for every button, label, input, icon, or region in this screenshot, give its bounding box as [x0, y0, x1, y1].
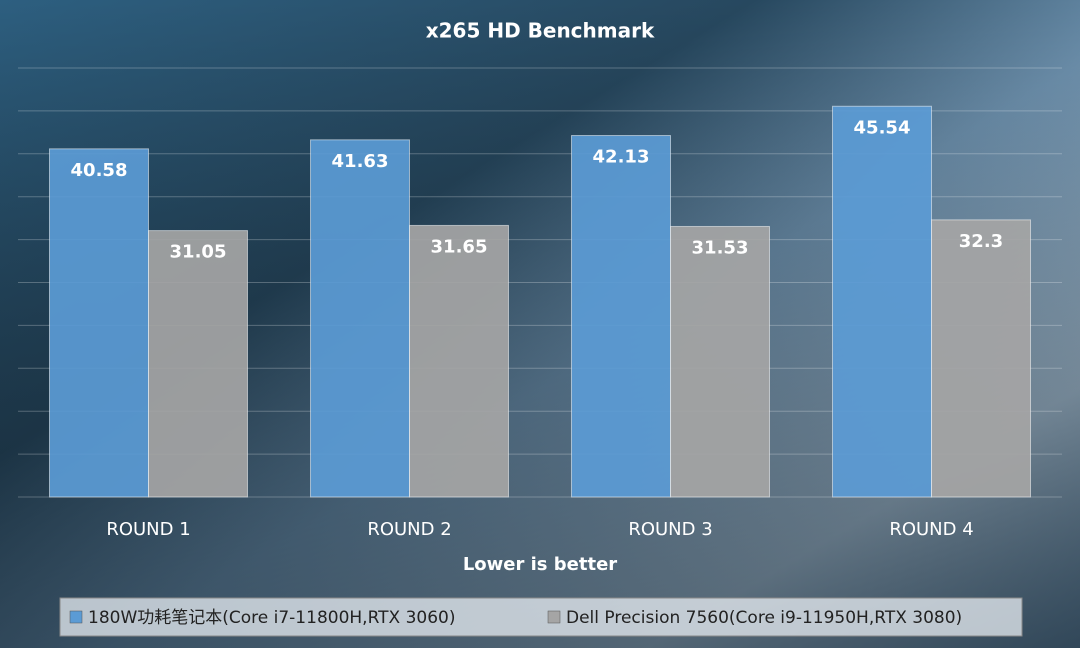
legend-swatch: [69, 610, 83, 624]
legend-swatch: [547, 610, 561, 624]
chart-title: x265 HD Benchmark: [426, 19, 655, 43]
legend: [59, 597, 1023, 637]
x-tick-label: ROUND 2: [367, 519, 451, 540]
legend-label: Dell Precision 7560(Core i9-11950H,RTX 3…: [566, 608, 962, 628]
legend-label: 180W功耗笔记本(Core i7-11800H,RTX 3060): [88, 608, 455, 628]
value-label: 41.63: [332, 151, 389, 172]
bar: [571, 135, 671, 498]
value-label: 42.13: [593, 147, 650, 168]
x-tick-label: ROUND 1: [106, 519, 190, 540]
value-label: 32.3: [959, 231, 1003, 252]
value-label: 31.53: [692, 237, 749, 258]
x-axis-label: Lower is better: [463, 554, 617, 575]
value-label: 45.54: [854, 117, 911, 138]
value-label: 31.65: [431, 236, 488, 257]
bar: [409, 224, 509, 498]
bar: [670, 225, 770, 498]
bar: [931, 219, 1031, 498]
x-tick-label: ROUND 4: [889, 519, 973, 540]
value-label: 40.58: [71, 160, 128, 181]
bar: [832, 105, 932, 498]
value-label: 31.05: [170, 242, 227, 263]
x-tick-label: ROUND 3: [628, 519, 712, 540]
bar: [310, 139, 410, 498]
bar: [49, 148, 149, 498]
bar: [148, 230, 248, 498]
